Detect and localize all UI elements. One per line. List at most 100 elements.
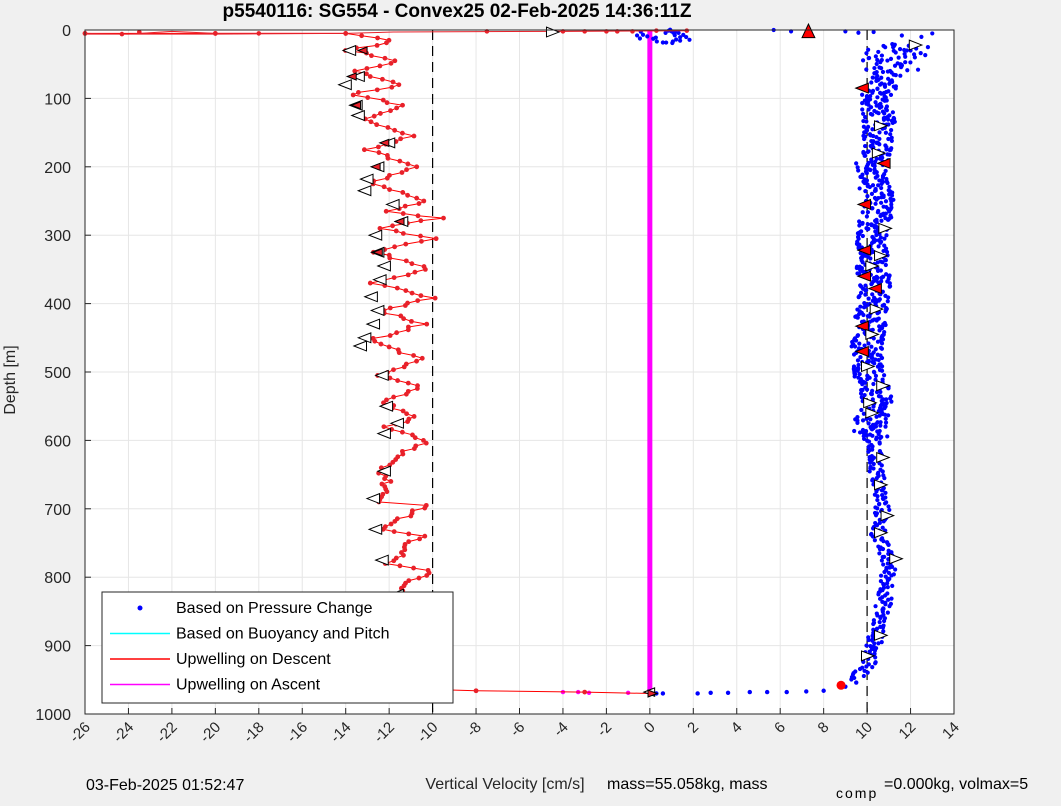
descent-point [411, 353, 416, 358]
pressure-point [865, 227, 870, 232]
descent-point [418, 218, 424, 224]
descent-point [392, 127, 398, 133]
pressure-point [887, 284, 892, 289]
pressure-point [860, 100, 865, 106]
pressure-point [764, 689, 770, 695]
descent-point [387, 187, 392, 193]
pressure-point [889, 138, 894, 144]
pressure-point [874, 78, 879, 84]
descent-point [361, 147, 367, 153]
pressure-point [865, 222, 870, 227]
descent-point [374, 122, 380, 128]
descent-marker [337, 79, 352, 91]
pressure-point [886, 386, 891, 391]
descent-point [368, 119, 374, 125]
pressure-point [670, 40, 675, 46]
pressure-point [880, 303, 885, 308]
pressure-point [872, 65, 877, 71]
ascent-marker [869, 303, 885, 315]
x-tick-label: -24 [110, 719, 137, 746]
pressure-point [875, 210, 880, 215]
pressure-point [888, 132, 893, 137]
pressure-point [876, 431, 881, 437]
surface-point [119, 31, 125, 37]
x-tick-label: -12 [371, 719, 398, 746]
descent-point [406, 539, 412, 545]
pressure-point [882, 236, 887, 241]
pressure-point [864, 664, 869, 669]
pressure-point [858, 355, 863, 360]
descent-point [365, 95, 371, 100]
pressure-point [918, 51, 923, 56]
descent-marker [365, 318, 381, 330]
pressure-point [923, 53, 928, 58]
pressure-point [881, 274, 886, 279]
pressure-point [885, 69, 890, 74]
pressure-point [877, 328, 882, 333]
descent-marker [350, 109, 365, 122]
descent-marker [365, 492, 381, 505]
pressure-point [860, 210, 865, 215]
pressure-point [854, 680, 859, 685]
pressure-point [880, 260, 885, 265]
pressure-point [869, 355, 874, 360]
legend-label: Based on Pressure Change [176, 600, 373, 617]
buoyancy-point [836, 680, 846, 690]
pressure-point [869, 344, 874, 349]
pressure-point [863, 288, 868, 293]
descent-point [402, 547, 408, 553]
pressure-point [872, 188, 878, 193]
pressure-point [883, 490, 888, 495]
pressure-point [880, 492, 885, 498]
pressure-point [851, 352, 857, 357]
descent-marker [359, 173, 374, 185]
pressure-point [888, 396, 893, 401]
pressure-point [886, 295, 891, 300]
pressure-point [877, 136, 882, 142]
pressure-point [869, 80, 874, 85]
descent-point [397, 563, 403, 569]
pressure-point [888, 56, 894, 61]
ascent-marker [861, 650, 876, 662]
descent-point [432, 295, 438, 301]
legend-item: Upwelling on Descent [110, 651, 331, 668]
descent-point [403, 241, 409, 247]
pressure-point [872, 164, 877, 169]
ascent-point [586, 690, 592, 695]
pressure-point [878, 240, 883, 245]
pressure-point [868, 94, 873, 99]
pressure-point [855, 333, 860, 338]
descent-point [403, 288, 409, 294]
pressure-point [873, 201, 878, 206]
pressure-point [876, 641, 881, 646]
pressure-point [859, 407, 864, 413]
pressure-point [873, 513, 879, 518]
descent-marker [374, 369, 389, 382]
pressure-point [904, 48, 909, 53]
pressure-point [882, 111, 887, 116]
pressure-point [860, 382, 865, 387]
pressure-point [874, 61, 879, 67]
descent-point [423, 440, 429, 446]
pressure-point [874, 414, 879, 419]
pressure-point [876, 183, 881, 188]
pressure-point [878, 389, 883, 395]
descent-point [582, 689, 588, 695]
descent-point [405, 161, 411, 167]
pressure-point [708, 690, 713, 695]
pressure-point [876, 357, 881, 363]
descent-point [417, 536, 422, 542]
pressure-point [885, 610, 890, 615]
pressure-point [883, 257, 888, 262]
pressure-point [877, 620, 882, 625]
pressure-point [890, 583, 895, 589]
descent-point [415, 213, 421, 219]
ascent-marker [876, 380, 891, 392]
pressure-point [634, 33, 640, 38]
pressure-point [889, 199, 894, 204]
pressure-point [870, 534, 876, 539]
pressure-point [885, 299, 890, 304]
descent-point [406, 578, 412, 584]
pressure-point [870, 206, 875, 211]
pressure-point [889, 573, 894, 578]
